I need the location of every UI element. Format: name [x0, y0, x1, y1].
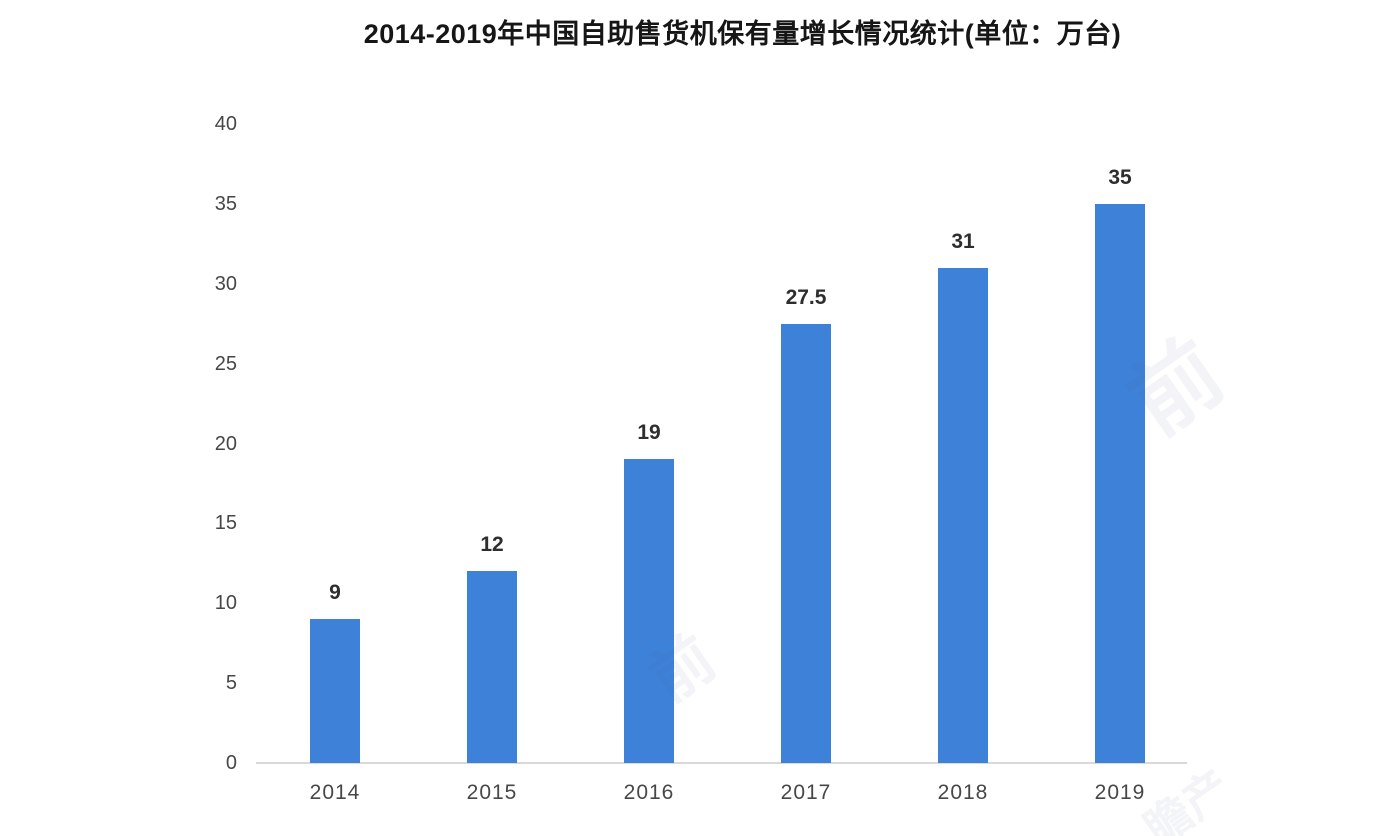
value-label-2015: 12: [480, 533, 504, 557]
y-tick-5: 5: [225, 672, 237, 695]
x-tick-2014: 2014: [309, 781, 361, 804]
value-label-2016: 19: [637, 421, 661, 445]
value-label-2018: 31: [951, 229, 975, 253]
bar-2015: [467, 571, 517, 763]
y-tick-25: 25: [214, 352, 237, 375]
value-label-2017: 27.5: [785, 285, 827, 309]
bar-2018: [938, 267, 988, 763]
y-tick-10: 10: [214, 592, 237, 615]
value-label-2019: 35: [1108, 165, 1132, 189]
chart-title: 2014-2019年中国自助售货机保有量增长情况统计(单位：万台): [363, 19, 1122, 49]
bar-2014: [310, 619, 360, 763]
x-tick-2019: 2019: [1094, 781, 1146, 804]
y-tick-30: 30: [214, 272, 237, 295]
x-tick-2017: 2017: [780, 781, 832, 804]
bar-2019: [1095, 203, 1145, 763]
y-tick-35: 35: [214, 192, 237, 215]
x-tick-2018: 2018: [937, 781, 989, 804]
y-tick-20: 20: [214, 432, 237, 455]
y-tick-0: 0: [225, 752, 237, 774]
value-label-2014: 9: [329, 581, 341, 605]
x-tick-2015: 2015: [466, 781, 518, 804]
x-axis-line: [256, 762, 1187, 764]
bar-2017: [781, 323, 831, 763]
bar-2016: [624, 459, 674, 763]
y-tick-40: 40: [214, 113, 237, 135]
y-tick-15: 15: [214, 512, 237, 535]
x-tick-2016: 2016: [623, 781, 675, 804]
